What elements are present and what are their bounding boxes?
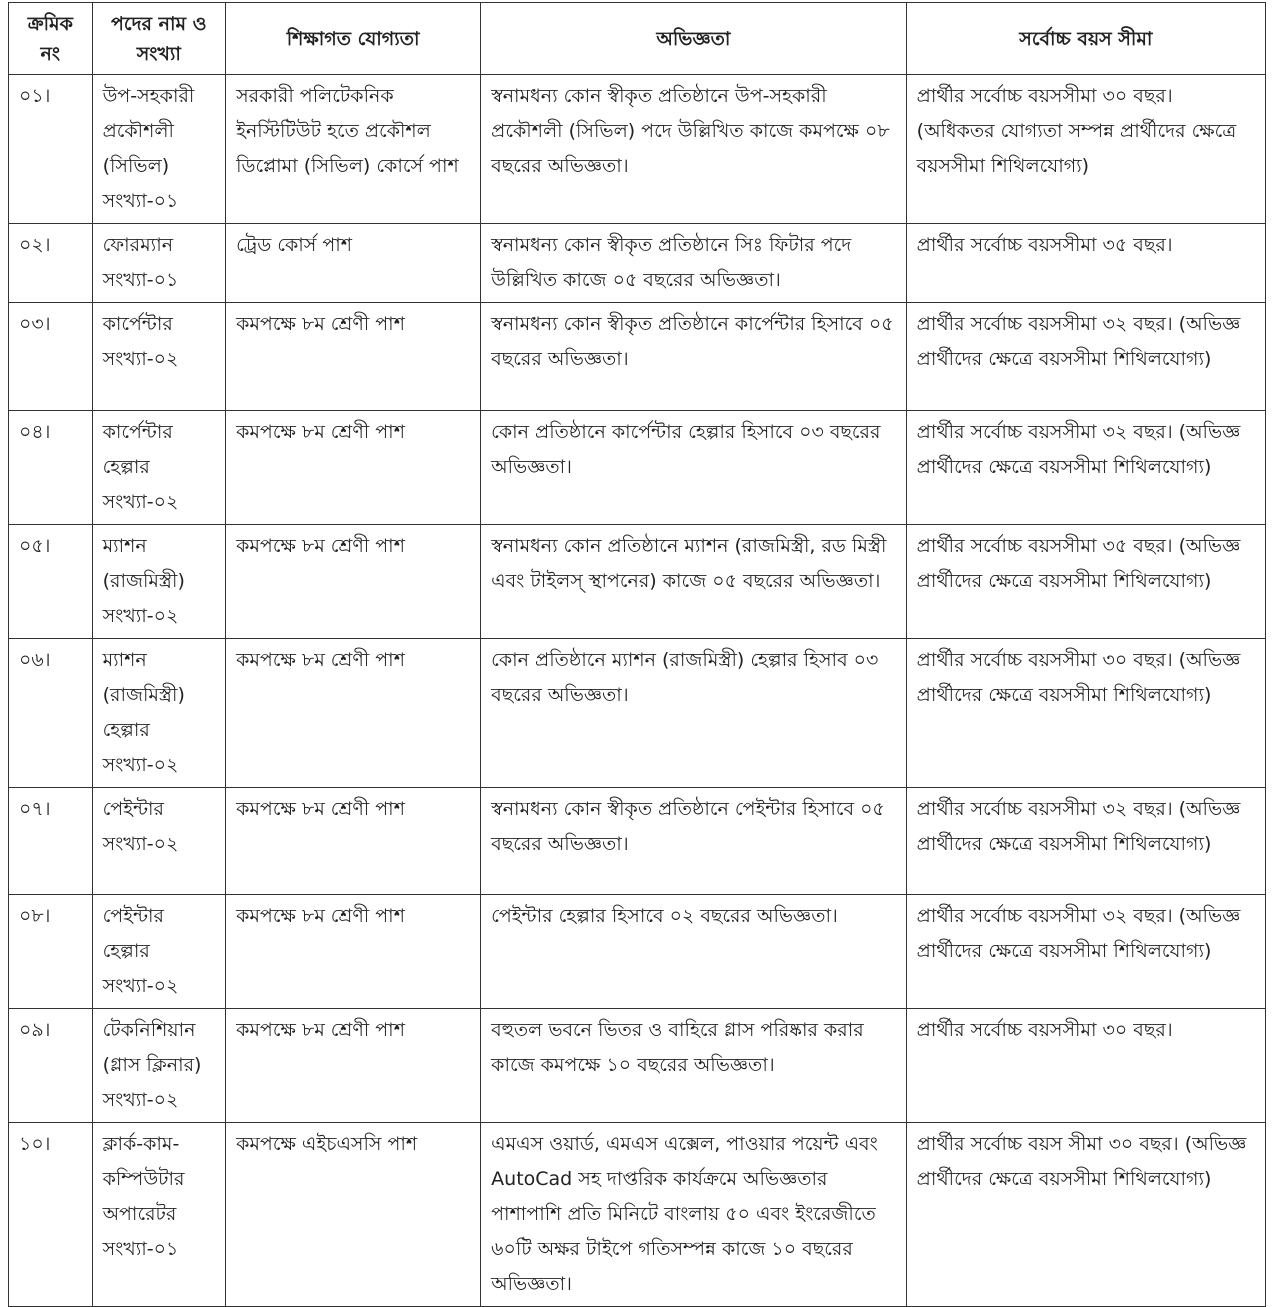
cell-education: কমপক্ষে ৮ম শ্রেণী পাশ [225,302,482,411]
header-education: শিক্ষাগত যোগ্যতা [225,2,482,75]
cell-education: কমপক্ষে ৮ম শ্রেণী পাশ [225,1008,482,1123]
cell-experience: স্বনামধন্য কোন স্বীকৃত প্রতিষ্ঠানে পেইন্… [480,787,907,895]
cell-age: প্রার্থীর সর্বোচ্চ বয়সসীমা ৩৫ বছর। [905,223,1267,303]
cell-experience: কোন প্রতিষ্ঠানে ম্যাশন (রাজমিস্ত্রী) হেল… [480,638,907,788]
cell-experience: এমএস ওয়ার্ড, এমএস এক্সেল, পাওয়ার পয়েন… [480,1122,907,1307]
cell-education: কমপক্ষে ৮ম শ্রেণী পাশ [225,894,482,1009]
cell-experience: কোন প্রতিষ্ঠানে কার্পেন্টার হেল্পার হিসা… [480,410,907,525]
cell-experience: পেইন্টার হেল্পার হিসাবে ০২ বছরের অভিজ্ঞত… [480,894,907,1009]
cell-education: সরকারী পলিটেকনিক ইনস্টিটিউট হতে প্রকৌশল … [225,74,482,224]
table-row: ১০। ক্লার্ক-কাম-কম্পিউটার অপারেটর সংখ্যা-… [8,1122,1267,1307]
table-row: ০২। ফোরম্যান সংখ্যা-০১ ট্রেড কোর্স পাশ স্বন… [8,223,1267,303]
cell-post: কার্পেন্টার সংখ্যা-০২ [91,302,227,411]
cell-post: ম্যাশন (রাজমিস্ত্রী) সংখ্যা-০২ [91,524,227,639]
cell-post: টেকনিশিয়ান (গ্লাস ক্লিনার) সংখ্যা-০২ [91,1008,227,1123]
table-row: ০৬। ম্যাশন (রাজমিস্ত্রী) হেল্পার সংখ্যা-০… [8,638,1267,788]
recruitment-table: ক্রমিক নং পদের নাম ও সংখ্যা শিক্ষাগত যোগ… [8,2,1267,1307]
cell-experience: স্বনামধন্য কোন স্বীকৃত প্রতিষ্ঠানে সিঃ ফ… [480,223,907,303]
header-row: ক্রমিক নং পদের নাম ও সংখ্যা শিক্ষাগত যোগ… [8,2,1267,75]
cell-experience: স্বনামধন্য কোন স্বীকৃত প্রতিষ্ঠানে কার্প… [480,302,907,411]
cell-post: পেইন্টার হেল্পার সংখ্যা-০২ [91,894,227,1009]
cell-serial: ০৫। [8,524,93,639]
header-serial: ক্রমিক নং [8,2,93,75]
cell-serial: ০৭। [8,787,93,895]
table-row: ০৯। টেকনিশিয়ান (গ্লাস ক্লিনার) সংখ্যা-০২… [8,1008,1267,1123]
table-row: ০১। উপ-সহকারী প্রকৌশলী (সিভিল) সংখ্যা-০১ স… [8,74,1267,224]
cell-post: ম্যাশন (রাজমিস্ত্রী) হেল্পার সংখ্যা-০২ [91,638,227,788]
header-post: পদের নাম ও সংখ্যা [91,2,227,75]
table-row: ০৭। পেইন্টার সংখ্যা-০২ কমপক্ষে ৮ম শ্রেণী প… [8,787,1267,895]
cell-age: প্রার্থীর সর্বোচ্চ বয়সসীমা ৩০ বছর। [905,1008,1267,1123]
cell-post: ফোরম্যান সংখ্যা-০১ [91,223,227,303]
cell-age: প্রার্থীর সর্বোচ্চ বয়সসীমা ৩০ বছর। (অভি… [905,638,1267,788]
cell-serial: ০১। [8,74,93,224]
cell-serial: ০৩। [8,302,93,411]
cell-post: ক্লার্ক-কাম-কম্পিউটার অপারেটর সংখ্যা-০১ [91,1122,227,1307]
cell-serial: ০৬। [8,638,93,788]
cell-age: প্রার্থীর সর্বোচ্চ বয়সসীমা ৩২ বছর। (অভি… [905,894,1267,1009]
table-row: ০৫। ম্যাশন (রাজমিস্ত্রী) সংখ্যা-০২ কমপক্ষে… [8,524,1267,639]
cell-age: প্রার্থীর সর্বোচ্চ বয়সসীমা ৩০ বছর। (অধি… [905,74,1267,224]
cell-education: কমপক্ষে এইচএসসি পাশ [225,1122,482,1307]
header-age: সর্বোচ্চ বয়স সীমা [905,2,1267,75]
cell-age: প্রার্থীর সর্বোচ্চ বয়সসীমা ৩২ বছর। (অভি… [905,787,1267,895]
cell-age: প্রার্থীর সর্বোচ্চ বয়সসীমা ৩২ বছর। (অভি… [905,410,1267,525]
cell-education: কমপক্ষে ৮ম শ্রেণী পাশ [225,787,482,895]
table-row: ০৩। কার্পেন্টার সংখ্যা-০২ কমপক্ষে ৮ম শ্রেণ… [8,302,1267,411]
cell-education: কমপক্ষে ৮ম শ্রেণী পাশ [225,410,482,525]
cell-age: প্রার্থীর সর্বোচ্চ বয়সসীমা ৩২ বছর। (অভি… [905,302,1267,411]
cell-serial: ০৪। [8,410,93,525]
cell-post: কার্পেন্টার হেল্পার সংখ্যা-০২ [91,410,227,525]
cell-experience: স্বনামধন্য কোন প্রতিষ্ঠানে ম্যাশন (রাজমি… [480,524,907,639]
cell-experience: স্বনামধন্য কোন স্বীকৃত প্রতিষ্ঠানে উপ-সহ… [480,74,907,224]
header-experience: অভিজ্ঞতা [480,2,907,75]
cell-post: পেইন্টার সংখ্যা-০২ [91,787,227,895]
cell-serial: ১০। [8,1122,93,1307]
cell-education: ট্রেড কোর্স পাশ [225,223,482,303]
cell-serial: ০২। [8,223,93,303]
table-row: ০৮। পেইন্টার হেল্পার সংখ্যা-০২ কমপক্ষে ৮ম … [8,894,1267,1009]
cell-education: কমপক্ষে ৮ম শ্রেণী পাশ [225,638,482,788]
cell-education: কমপক্ষে ৮ম শ্রেণী পাশ [225,524,482,639]
cell-experience: বহুতল ভবনে ভিতর ও বাহিরে গ্লাস পরিষ্কার … [480,1008,907,1123]
cell-age: প্রার্থীর সর্বোচ্চ বয়স সীমা ৩০ বছর। (অভ… [905,1122,1267,1307]
table-row: ০৪। কার্পেন্টার হেল্পার সংখ্যা-০২ কমপক্ষে … [8,410,1267,525]
cell-serial: ০৮। [8,894,93,1009]
cell-serial: ০৯। [8,1008,93,1123]
cell-post: উপ-সহকারী প্রকৌশলী (সিভিল) সংখ্যা-০১ [91,74,227,224]
cell-age: প্রার্থীর সর্বোচ্চ বয়সসীমা ৩৫ বছর। (অভি… [905,524,1267,639]
